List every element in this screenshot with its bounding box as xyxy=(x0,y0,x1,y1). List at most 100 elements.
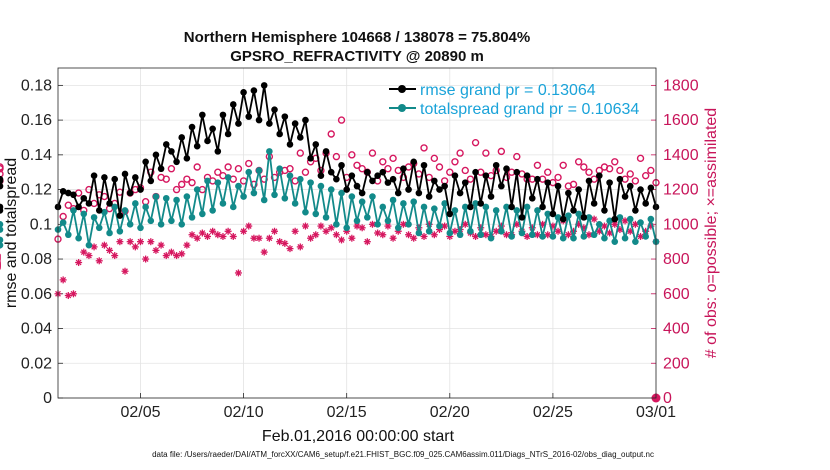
spread-series-point xyxy=(565,212,572,219)
spread-series-point xyxy=(595,221,603,228)
asterisk-stroke xyxy=(183,242,190,249)
asterisk-stroke xyxy=(637,233,644,240)
spread-series-point xyxy=(492,207,500,214)
asterisk-stroke xyxy=(235,270,242,276)
rmse-series-point xyxy=(168,148,175,155)
spread-series-point xyxy=(431,205,438,212)
spread-series-point xyxy=(528,231,536,239)
obs-assimilated-point xyxy=(162,252,170,260)
spread-series-point xyxy=(348,193,356,200)
y2-tick-label: 1000 xyxy=(663,216,699,233)
spread-series-point xyxy=(219,200,227,207)
spread-series-point xyxy=(343,224,350,232)
y-tick-label: 0.14 xyxy=(21,147,52,164)
spread-series-point xyxy=(229,203,237,211)
obs-possible-point xyxy=(446,168,454,176)
obs-possible-point xyxy=(0,170,4,178)
obs-assimilated-point xyxy=(167,248,175,256)
spread-series-point xyxy=(549,233,557,240)
asterisk-stroke xyxy=(281,240,288,247)
obs-assimilated-point xyxy=(368,220,376,228)
spread-series-point xyxy=(85,241,93,249)
spread-series-point xyxy=(498,227,505,235)
rmse-series-point xyxy=(637,186,644,193)
obs-assimilated-point xyxy=(363,238,371,246)
asterisk-stroke xyxy=(312,231,319,238)
obs-possible-point xyxy=(513,152,521,161)
plot-frame xyxy=(57,67,657,399)
spread-series-point xyxy=(168,217,175,225)
obs-possible-point xyxy=(466,175,475,183)
rmse-series-point xyxy=(410,158,418,166)
asterisk-stroke xyxy=(214,231,221,238)
spread-series-point xyxy=(611,238,619,245)
asterisk-stroke xyxy=(168,249,175,256)
asterisk-stroke xyxy=(147,238,154,245)
spread-series-point xyxy=(312,210,320,218)
asterisk-stroke xyxy=(297,243,304,250)
rmse-series-point xyxy=(477,200,485,207)
spread-series-point xyxy=(410,198,418,206)
spread-series-point xyxy=(271,191,278,199)
rmse-series-point xyxy=(528,194,536,202)
obs-assimilated-point xyxy=(312,231,320,239)
rmse-series-point xyxy=(296,134,304,141)
spread-series-point xyxy=(132,200,139,207)
rmse-series-point xyxy=(219,111,227,119)
obs-assimilated-point xyxy=(116,238,124,246)
spread-series-point xyxy=(467,227,474,235)
obs-possible-point xyxy=(451,158,459,166)
rmse-series-point xyxy=(178,134,186,141)
rmse-series-point xyxy=(322,148,330,155)
spread-series-point xyxy=(441,200,448,207)
obs-assimilated-point xyxy=(80,248,88,256)
asterisk-stroke xyxy=(91,243,97,250)
obs-assimilated-point xyxy=(271,227,279,235)
spread-series-point xyxy=(405,221,412,228)
obs-assimilated-point xyxy=(544,231,552,239)
asterisk-stroke xyxy=(122,268,128,275)
spread-series-point xyxy=(75,234,82,242)
spread-series-point xyxy=(281,194,289,202)
rmse-series-point xyxy=(503,165,510,173)
obs-assimilated-point xyxy=(111,252,119,260)
obs-possible-point xyxy=(162,175,170,183)
obs-assimilated-point xyxy=(157,241,165,249)
asterisk-stroke xyxy=(333,231,340,238)
spread-series-point xyxy=(575,210,582,218)
rmse-series-point xyxy=(199,111,206,119)
rmse-series-point xyxy=(224,130,232,138)
obs-assimilated-point xyxy=(126,238,134,246)
rmse-series-point xyxy=(240,89,247,96)
obs-assimilated-point xyxy=(183,241,191,249)
spread-series-point xyxy=(178,221,186,228)
asterisk-stroke xyxy=(400,221,407,228)
rmse-series-point xyxy=(266,120,273,127)
obs-possible-point xyxy=(554,173,562,182)
rmse-series-point xyxy=(611,215,619,223)
asterisk-stroke xyxy=(591,216,598,223)
obs-assimilated-point xyxy=(121,267,129,275)
obs-assimilated-point xyxy=(472,232,480,240)
rmse-series-point xyxy=(482,172,490,179)
rmse-series-point xyxy=(173,158,180,166)
obs-possible-point xyxy=(461,166,469,175)
rmse-series-point xyxy=(632,207,639,214)
asterisk-stroke xyxy=(209,228,216,235)
rmse-series-point xyxy=(590,200,598,207)
obs-possible-point xyxy=(569,180,578,189)
rmse-series-point xyxy=(209,125,216,133)
rmse-series-point xyxy=(585,177,593,185)
spread-series-point xyxy=(606,217,613,225)
rmse-series-point xyxy=(0,203,4,211)
spread-series-point xyxy=(394,224,402,232)
asterisk-stroke xyxy=(276,238,283,245)
asterisk-stroke xyxy=(524,233,531,240)
obs-possible-point xyxy=(214,168,222,176)
rmse-series-point xyxy=(565,189,572,197)
asterisk-stroke xyxy=(178,250,185,257)
asterisk-stroke xyxy=(75,259,82,266)
spread-series-point xyxy=(338,189,345,197)
rmse-series-point xyxy=(59,188,67,195)
